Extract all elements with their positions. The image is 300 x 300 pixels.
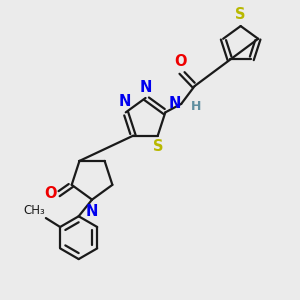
Text: S: S — [236, 8, 246, 22]
Text: N: N — [119, 94, 131, 110]
Text: O: O — [44, 186, 57, 201]
Text: S: S — [153, 140, 164, 154]
Text: O: O — [174, 54, 187, 69]
Text: CH₃: CH₃ — [23, 204, 45, 217]
Text: N: N — [140, 80, 152, 95]
Text: N: N — [168, 96, 181, 111]
Text: H: H — [191, 100, 201, 113]
Text: N: N — [85, 203, 98, 218]
